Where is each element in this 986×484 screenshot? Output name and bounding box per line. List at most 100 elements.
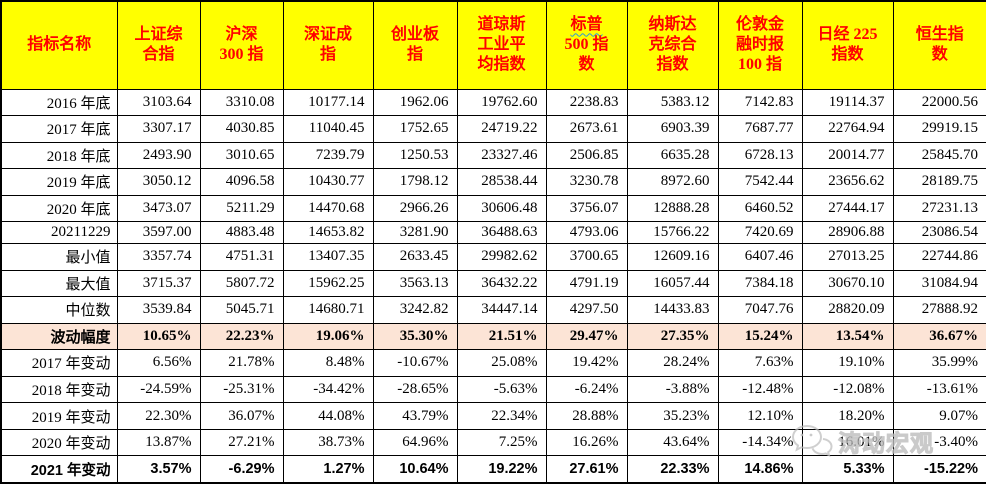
header-line: 深证成	[303, 26, 352, 44]
cell: 28.88%	[545, 402, 628, 430]
row-label: 2017 年底	[0, 115, 118, 143]
table-row-6: 最小值 3357.74 4751.31 13407.35 2633.45 29982.62…	[0, 242, 986, 271]
cell: 28538.44	[456, 168, 547, 196]
cell: 16.26%	[545, 428, 628, 457]
cell: 12609.16	[626, 242, 719, 271]
cell: 15.24%	[717, 322, 803, 351]
table-row-2: 2018 年底 2493.90 3010.65 7239.79 1250.53 23327…	[0, 141, 986, 170]
cell: 21.78%	[199, 349, 284, 377]
cell: 12888.28	[626, 194, 719, 223]
header-line: 伦敦金	[735, 16, 784, 34]
cell: 4883.48	[199, 221, 284, 244]
cell: 1250.53	[372, 141, 458, 170]
cell: 13.54%	[801, 322, 894, 351]
cell: 7239.79	[282, 141, 374, 170]
cell: 3.57%	[116, 455, 201, 484]
cell: 5383.12	[626, 88, 719, 117]
cell: 29.47%	[545, 322, 628, 351]
header-line: 指	[319, 46, 336, 64]
cell: 36.67%	[892, 322, 986, 351]
cell: -3.40%	[892, 428, 986, 457]
table-row-9: 波动幅度 10.65% 22.23% 19.06% 35.30% 21.51% 29.47%…	[0, 322, 986, 351]
cell: 35.30%	[372, 322, 458, 351]
cell: 64.96%	[372, 428, 458, 457]
cell: 22.33%	[626, 455, 719, 484]
cell: 2238.83	[545, 88, 628, 117]
cell: 4793.06	[545, 221, 628, 244]
cell: 5045.71	[199, 296, 284, 324]
cell: 4297.50	[545, 296, 628, 324]
header-cell-5: 道琼斯 工业平 均指数	[456, 0, 547, 90]
cell: 7.25%	[456, 428, 547, 457]
cell: 7142.83	[717, 88, 803, 117]
cell: -25.31%	[199, 375, 284, 404]
header-cell-2: 沪深 300 指	[199, 0, 284, 90]
cell: 36488.63	[456, 221, 547, 244]
header-line: 300 指	[219, 46, 264, 64]
cell: 10430.77	[282, 168, 374, 196]
cell: 25845.70	[892, 141, 986, 170]
table-row-0: 2016 年底 3103.64 3310.08 10177.14 1962.06 1976…	[0, 88, 986, 117]
cell: 3597.00	[116, 221, 201, 244]
header-line: 上证综	[134, 26, 183, 44]
header-line: 沪深	[225, 26, 258, 44]
header-cell-1: 上证综 合指	[116, 0, 201, 90]
cell: 6635.28	[626, 141, 719, 170]
cell: 13407.35	[282, 242, 374, 271]
cell: 23086.54	[892, 221, 986, 244]
cell: 10.64%	[372, 455, 458, 484]
row-label: 2018 年变动	[0, 375, 118, 404]
cell: 2966.26	[372, 194, 458, 223]
cell: 36.07%	[199, 402, 284, 430]
header-cell-10: 恒生指数	[892, 0, 986, 90]
table-body: 2016 年底 3103.64 3310.08 10177.14 1962.06 1976…	[0, 88, 986, 484]
cell: 7047.76	[717, 296, 803, 324]
cell: 3700.65	[545, 242, 628, 271]
header-cell-0: 指标名称	[0, 0, 118, 90]
cell: 30606.48	[456, 194, 547, 223]
header-line: 克综合	[648, 36, 697, 54]
header-cell-6: 标普 500 指数	[545, 0, 628, 90]
cell: 3103.64	[116, 88, 201, 117]
cell: 21.51%	[456, 322, 547, 351]
cell: 19.06%	[282, 322, 374, 351]
table-row-12: 2019 年变动 22.30% 36.07% 44.08% 43.79% 22.34% 28…	[0, 402, 986, 430]
cell: 22.23%	[199, 322, 284, 351]
cell: 27231.13	[892, 194, 986, 223]
cell: -6.24%	[545, 375, 628, 404]
cell: 23327.46	[456, 141, 547, 170]
cell: 18.20%	[801, 402, 894, 430]
cell: 27444.17	[801, 194, 894, 223]
header-line: 工业平	[477, 36, 526, 54]
cell: 7687.77	[717, 115, 803, 143]
row-label: 2021 年变动	[0, 455, 118, 484]
cell: 10.65%	[116, 322, 201, 351]
cell: 4030.85	[199, 115, 284, 143]
cell: 6903.39	[626, 115, 719, 143]
table-row-1: 2017 年底 3307.17 4030.85 11040.45 1752.65 2471…	[0, 115, 986, 143]
cell: 3307.17	[116, 115, 201, 143]
cell: -13.61%	[892, 375, 986, 404]
header-line: 恒生指	[915, 26, 964, 44]
cell: 9.07%	[892, 402, 986, 430]
row-label: 2019 年底	[0, 168, 118, 196]
cell: 12.10%	[717, 402, 803, 430]
header-line: 数	[578, 56, 595, 74]
header-line: 合指	[142, 46, 175, 64]
header-line: 500 指	[564, 36, 609, 54]
header-line: 指标名称	[27, 36, 92, 54]
cell: 22.30%	[116, 402, 201, 430]
cell: 1752.65	[372, 115, 458, 143]
row-label: 2019 年变动	[0, 402, 118, 430]
cell: -15.22%	[892, 455, 986, 484]
header-cell-7: 纳斯达 克综合 指数	[626, 0, 719, 90]
cell: 25.08%	[456, 349, 547, 377]
cell: 2673.61	[545, 115, 628, 143]
cell: 14.86%	[717, 455, 803, 484]
table-row-10: 2017 年变动 6.56% 21.78% 8.48% -10.67% 25.08% 19.…	[0, 349, 986, 377]
header-line: 100 指	[737, 56, 782, 74]
header-line: 日经 225	[817, 26, 878, 44]
cell: 27.61%	[545, 455, 628, 484]
cell: 28189.75	[892, 168, 986, 196]
